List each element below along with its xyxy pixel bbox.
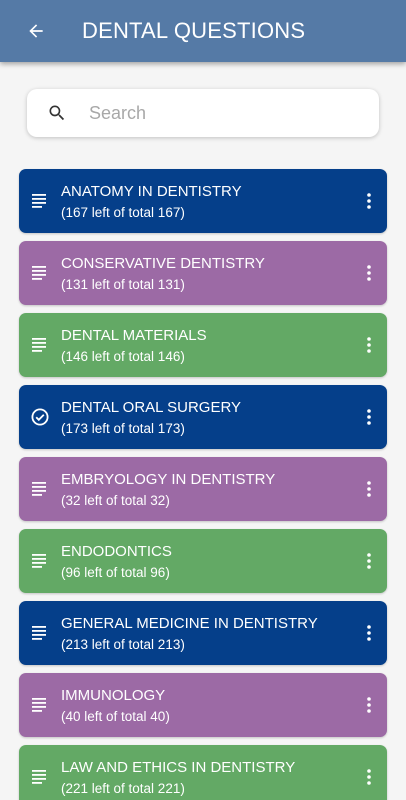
list-item[interactable]: DENTAL ORAL SURGERY (173 left of total 17…: [19, 385, 387, 449]
page-title: DENTAL QUESTIONS: [82, 18, 306, 43]
item-count: (40 left of total 40): [61, 709, 170, 724]
app-bar: DENTAL QUESTIONS: [0, 0, 406, 62]
list-item[interactable]: CONSERVATIVE DENTISTRY (131 left of total…: [19, 241, 387, 305]
item-title: EMBRYOLOGY IN DENTISTRY: [61, 471, 276, 488]
item-count: (146 left of total 146): [61, 349, 185, 364]
item-title: CONSERVATIVE DENTISTRY: [61, 255, 265, 272]
more-vert-icon[interactable]: [357, 189, 381, 213]
item-title: IMMUNOLOGY: [61, 687, 166, 704]
list-icon: [31, 552, 49, 570]
more-vert-icon[interactable]: [357, 765, 381, 789]
list-item[interactable]: ANATOMY IN DENTISTRY (167 left of total 1…: [19, 169, 387, 233]
list-icon: [31, 480, 49, 498]
item-count: (167 left of total 167): [61, 205, 185, 220]
more-vert-icon[interactable]: [357, 477, 381, 501]
search-icon: [47, 103, 67, 123]
list-item[interactable]: ENDODONTICS (96 left of total 96): [19, 529, 387, 593]
item-count: (213 left of total 213): [61, 637, 185, 652]
item-count: (221 left of total 221): [61, 781, 185, 796]
item-title: LAW AND ETHICS IN DENTISTRY: [61, 759, 296, 776]
item-count: (32 left of total 32): [61, 493, 170, 508]
list-icon: [31, 624, 49, 642]
list-item[interactable]: GENERAL MEDICINE IN DENTISTRY (213 left o…: [19, 601, 387, 665]
list-item[interactable]: EMBRYOLOGY IN DENTISTRY (32 left of total…: [19, 457, 387, 521]
more-vert-icon[interactable]: [357, 261, 381, 285]
item-title: DENTAL ORAL SURGERY: [61, 399, 242, 416]
list-icon: [31, 336, 49, 354]
list-icon: [31, 264, 49, 282]
more-vert-icon[interactable]: [357, 693, 381, 717]
list-item[interactable]: IMMUNOLOGY (40 left of total 40): [19, 673, 387, 737]
list-icon: [31, 192, 49, 210]
check-circle-icon: [31, 408, 49, 426]
list-item[interactable]: LAW AND ETHICS IN DENTISTRY (221 left of …: [19, 745, 387, 800]
back-button[interactable]: [24, 19, 48, 43]
item-count: (131 left of total 131): [61, 277, 185, 292]
item-title: DENTAL MATERIALS: [61, 327, 207, 344]
category-list: ANATOMY IN DENTISTRY (167 left of total 1…: [19, 169, 387, 800]
list-icon: [31, 768, 49, 786]
item-count: (96 left of total 96): [61, 565, 170, 580]
list-item[interactable]: DENTAL MATERIALS (146 left of total 146): [19, 313, 387, 377]
more-vert-icon[interactable]: [357, 405, 381, 429]
item-title: ENDODONTICS: [61, 543, 172, 560]
search-input[interactable]: [89, 102, 359, 124]
arrow-left-icon: [29, 24, 43, 38]
item-title: GENERAL MEDICINE IN DENTISTRY: [61, 615, 318, 632]
item-count: (173 left of total 173): [61, 421, 185, 436]
more-vert-icon[interactable]: [357, 621, 381, 645]
more-vert-icon[interactable]: [357, 333, 381, 357]
search-bar[interactable]: [27, 89, 379, 137]
list-icon: [31, 696, 49, 714]
item-title: ANATOMY IN DENTISTRY: [61, 183, 242, 200]
more-vert-icon[interactable]: [357, 549, 381, 573]
